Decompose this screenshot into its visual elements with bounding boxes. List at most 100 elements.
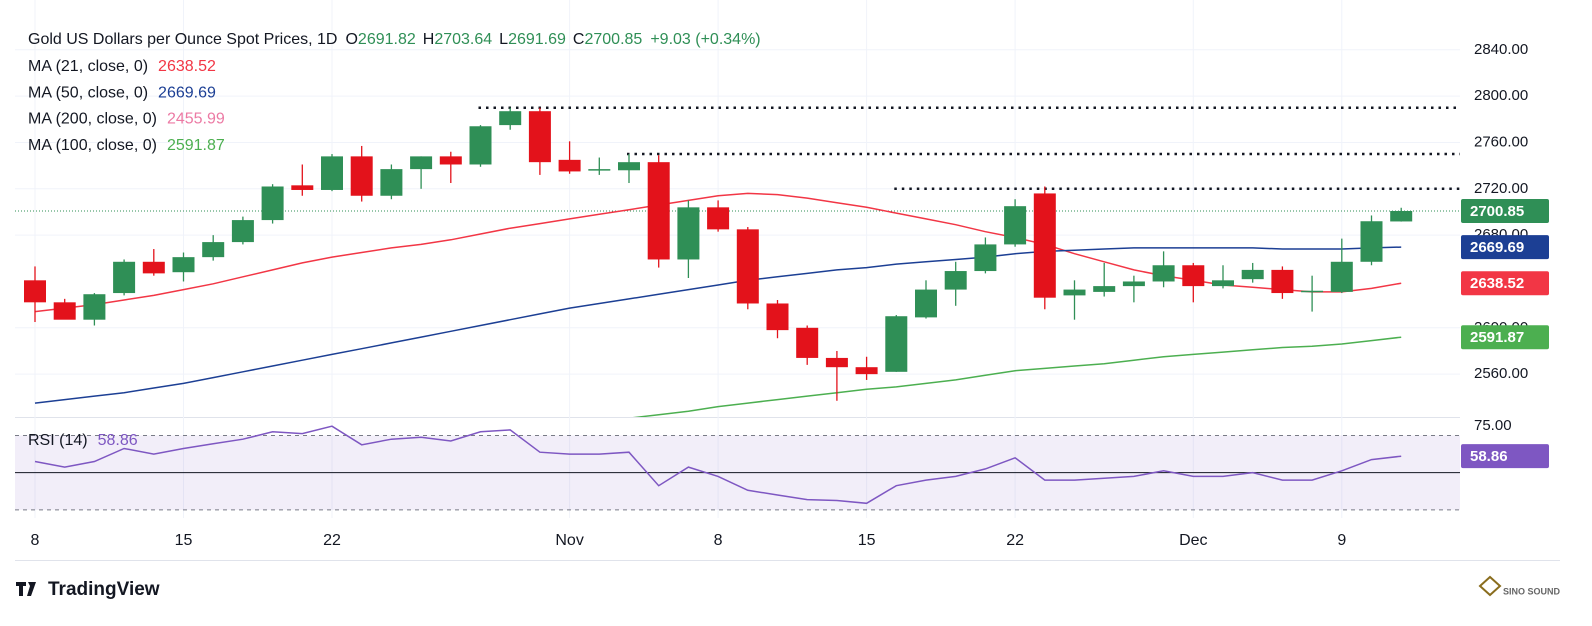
ohlc-value: 2691.82 — [358, 31, 416, 48]
watermark: SINO SOUND — [1478, 575, 1561, 597]
candle-body — [1004, 206, 1027, 245]
y-tick-label: 2760.00 — [1474, 133, 1528, 150]
candle-body — [885, 316, 908, 372]
x-tick-label: 22 — [1006, 532, 1024, 549]
candle-body — [231, 220, 254, 243]
candle-body — [677, 207, 700, 260]
candle-body — [1093, 286, 1116, 292]
ohlc-letter: H — [423, 31, 435, 48]
ohlc-letter: O — [345, 31, 357, 48]
ma-price-tag: 2591.87 — [1470, 329, 1524, 346]
brand-logo: TradingView — [16, 579, 160, 600]
candle-body — [944, 271, 967, 290]
candle-body — [766, 303, 789, 331]
ohlc-value: 2703.64 — [434, 31, 492, 48]
x-tick-label: 8 — [714, 532, 723, 549]
candle-body — [291, 185, 314, 190]
x-tick-label: 15 — [858, 532, 876, 549]
rsi-plot — [34, 425, 1402, 505]
y-tick-label: 2720.00 — [1474, 180, 1528, 197]
chart-header: Gold US Dollars per Ounce Spot Prices, 1… — [28, 31, 761, 48]
y-tick-label: 2800.00 — [1474, 87, 1528, 104]
candle-body — [588, 169, 611, 171]
candle-body — [350, 156, 373, 196]
ohlc-letter: L — [499, 31, 508, 48]
legend-entry: MA (21, close, 0) 2638.52 — [28, 58, 216, 75]
legend-name: MA (21, close, 0) — [28, 58, 148, 75]
candle-body — [1360, 221, 1383, 262]
ohlc-value: 2691.69 — [508, 31, 566, 48]
candle-body — [1033, 193, 1056, 298]
ma-price-tag-bg — [1461, 271, 1549, 296]
candle-body — [618, 162, 640, 171]
rsi-value-tag-bg — [1461, 444, 1549, 469]
candle-body — [1152, 265, 1175, 282]
legend-value: 2455.99 — [167, 111, 225, 128]
ma-price-tag-bg — [1461, 325, 1549, 350]
candle-body — [707, 207, 730, 230]
candle-body — [142, 261, 165, 274]
ohlc-letter: C — [573, 31, 585, 48]
y-tick-label: 2560.00 — [1474, 365, 1528, 382]
candle-body — [410, 156, 433, 170]
x-tick-label: 9 — [1337, 532, 1346, 549]
legend-name: MA (200, close, 0) — [28, 111, 157, 128]
ma-price-tag: 2669.69 — [1470, 239, 1524, 256]
logo-mark — [16, 582, 36, 596]
candle-body — [113, 261, 136, 294]
legend-name: MA (50, close, 0) — [28, 85, 148, 102]
legend-entry: MA (200, close, 0) 2455.99 — [28, 111, 225, 128]
candle-body — [1301, 290, 1324, 293]
candle-body — [1063, 289, 1086, 296]
candle-body — [558, 159, 581, 172]
candle-body — [1330, 261, 1353, 292]
x-tick-label: Dec — [1179, 532, 1207, 549]
candle-body — [1182, 265, 1205, 287]
candle-body — [1390, 210, 1413, 222]
candle-body — [53, 302, 76, 320]
watermark-text: SINO SOUND — [1503, 586, 1561, 596]
candle-body — [83, 294, 106, 320]
candle-body — [24, 280, 46, 303]
rsi-line — [34, 425, 1402, 505]
candle-body — [1241, 269, 1264, 280]
candle-body — [321, 156, 343, 190]
candle-body — [1122, 281, 1145, 287]
y-tick-label: 2840.00 — [1474, 41, 1528, 58]
chart-title: Gold US Dollars per Ounce Spot Prices, 1… — [28, 31, 337, 48]
candle-body — [855, 367, 878, 375]
moving-average-line — [632, 336, 1402, 417]
candle-body — [974, 244, 997, 272]
last-price-tag-bg — [1461, 198, 1549, 223]
legend-value: 2669.69 — [158, 85, 216, 102]
candle-body — [202, 242, 225, 258]
x-tick-label: 15 — [175, 532, 193, 549]
legend-entry: MA (100, close, 0) 2591.87 — [28, 137, 225, 154]
ohlc-value: 2700.85 — [584, 31, 642, 48]
candle-body — [647, 162, 670, 260]
ma-price-tag-bg — [1461, 235, 1549, 260]
ma-price-tag: 2638.52 — [1470, 275, 1524, 292]
candle-body — [528, 111, 551, 163]
candle-body — [1271, 269, 1294, 294]
candle-body — [796, 327, 819, 358]
rsi-tick-label: 75.00 — [1474, 417, 1512, 434]
rsi-name: RSI (14) — [28, 432, 88, 449]
candle-body — [380, 169, 403, 196]
legend-value: 2591.87 — [167, 137, 225, 154]
legend-entry: MA (50, close, 0) 2669.69 — [28, 85, 216, 102]
price-plot — [24, 107, 1413, 417]
candle-body — [1212, 280, 1234, 287]
x-tick-label: 8 — [31, 532, 40, 549]
candle-body — [172, 257, 195, 273]
brand-name: TradingView — [48, 579, 160, 600]
watermark-icon — [1478, 575, 1502, 597]
candle-body — [469, 126, 492, 165]
candle-body — [261, 186, 284, 221]
x-tick-label: Nov — [555, 532, 583, 549]
legend-name: MA (100, close, 0) — [28, 137, 157, 154]
last-price-tag: 2700.85 — [1470, 203, 1524, 220]
candle-body — [439, 156, 462, 165]
